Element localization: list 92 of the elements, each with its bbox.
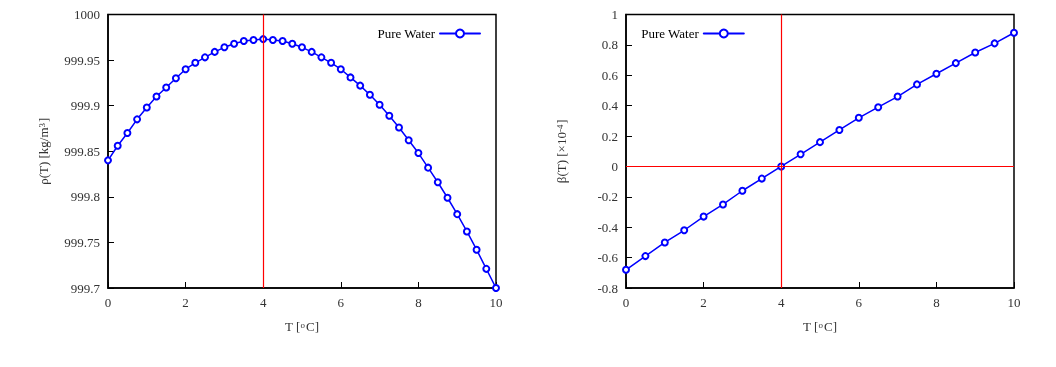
point — [171, 74, 180, 83]
point — [201, 53, 209, 62]
point — [385, 111, 394, 120]
point — [472, 245, 481, 254]
x-tick-label: 10 — [1007, 295, 1021, 310]
point — [210, 47, 219, 56]
point — [719, 200, 727, 209]
point — [191, 58, 200, 67]
point — [317, 53, 326, 62]
y-axis-title: ρ(T) [kg/m3] — [36, 117, 51, 185]
point — [181, 65, 190, 74]
point — [365, 90, 374, 99]
point — [268, 36, 277, 45]
point — [913, 80, 921, 89]
legend-label: Pure Water — [377, 26, 436, 41]
point — [288, 39, 297, 48]
point — [854, 113, 863, 122]
y-tick-label: 999.75 — [64, 234, 100, 250]
x-tick-label: 6 — [337, 295, 345, 310]
point — [298, 43, 306, 52]
point — [482, 264, 491, 273]
point — [424, 163, 433, 172]
point — [336, 65, 345, 74]
y-tick-label: 999.7 — [70, 280, 101, 296]
point — [660, 238, 669, 247]
x-tick-label: 8 — [415, 295, 422, 310]
point — [932, 69, 941, 78]
point — [278, 36, 287, 45]
y-tick-label: 0.2 — [601, 128, 618, 144]
point — [433, 178, 442, 187]
point — [951, 59, 960, 68]
point — [414, 149, 423, 158]
point — [123, 129, 132, 138]
x-tick-label: 2 — [182, 295, 189, 310]
y-tick-label: 999.9 — [70, 98, 100, 114]
x-tick-label: 0 — [622, 295, 630, 310]
point — [356, 81, 365, 90]
point — [230, 39, 239, 48]
y-axis-title: β(T) [×10-4] — [554, 119, 569, 184]
point — [443, 193, 452, 202]
point — [142, 103, 151, 112]
point — [453, 210, 462, 219]
x-tick-label: 8 — [933, 295, 940, 310]
point — [893, 92, 902, 101]
y-tick-label: 0 — [611, 158, 618, 174]
y-tick-label: 0.6 — [601, 67, 619, 83]
point — [699, 212, 708, 221]
point — [162, 83, 171, 92]
y-tick-label: -0.6 — [597, 250, 619, 266]
y-tick-label: -0.4 — [597, 219, 619, 235]
point — [327, 58, 336, 67]
point — [249, 36, 258, 45]
point — [990, 39, 999, 48]
point — [152, 92, 161, 101]
point — [239, 36, 248, 45]
y-tick-label: 1 — [611, 7, 618, 22]
x-tick-label: 6 — [855, 295, 863, 310]
y-tick-label: 0.4 — [601, 98, 619, 114]
point — [1010, 28, 1018, 37]
legend-label: Pure Water — [641, 26, 700, 41]
point — [622, 265, 630, 274]
y-tick-label: 0.8 — [601, 37, 618, 53]
y-tick-label: 999.8 — [70, 189, 100, 205]
y-tick-label: 1000 — [74, 7, 100, 22]
point — [680, 226, 689, 235]
point — [346, 73, 355, 82]
point — [133, 115, 142, 124]
point — [375, 100, 384, 109]
x-tick-label: 2 — [700, 295, 707, 310]
point — [796, 150, 805, 159]
x-tick-label: 4 — [777, 295, 785, 310]
point — [404, 136, 413, 145]
point — [641, 252, 650, 261]
point — [395, 123, 403, 132]
point — [816, 138, 824, 147]
x-tick-label: 10 — [489, 295, 503, 310]
x-tick-label: 0 — [104, 295, 112, 310]
point — [835, 125, 844, 134]
point — [462, 227, 471, 236]
point — [874, 103, 883, 112]
point — [307, 47, 316, 56]
point — [971, 48, 980, 57]
point — [104, 156, 112, 165]
y-tick-label: -0.8 — [597, 280, 618, 296]
y-tick-label: 999.85 — [64, 143, 100, 159]
point — [757, 174, 766, 183]
point — [220, 43, 229, 52]
point — [738, 186, 747, 195]
y-tick-label: 999.95 — [64, 52, 100, 68]
x-tick-label: 4 — [259, 295, 267, 310]
point — [113, 141, 122, 150]
y-tick-label: -0.2 — [597, 189, 618, 205]
